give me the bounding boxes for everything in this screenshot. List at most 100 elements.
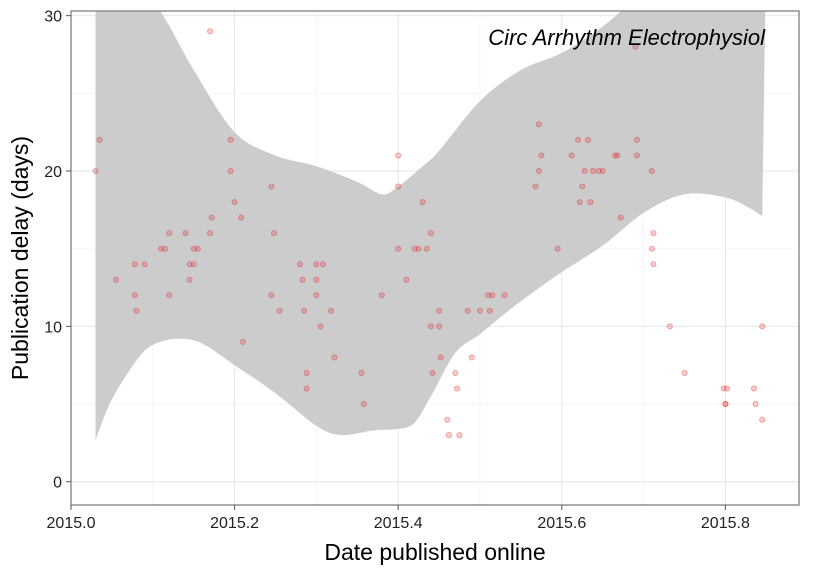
data-point (427, 323, 434, 330)
data-point (437, 354, 444, 361)
data-point (454, 385, 461, 392)
data-point (378, 292, 385, 299)
data-point (419, 199, 426, 206)
data-point (303, 369, 310, 376)
data-point (207, 28, 214, 35)
data-point (489, 292, 496, 299)
data-point (587, 199, 594, 206)
data-point (485, 292, 492, 299)
data-point (501, 292, 508, 299)
data-point (486, 307, 493, 314)
data-point (92, 167, 99, 174)
data-point (579, 183, 586, 190)
data-point (166, 230, 173, 237)
data-point (395, 183, 402, 190)
x-tick-label: 2015.8 (701, 515, 750, 532)
data-point (427, 230, 434, 237)
data-point (157, 245, 164, 252)
data-point (468, 354, 475, 361)
data-point (411, 245, 418, 252)
data-point (133, 307, 140, 314)
data-point (423, 245, 430, 252)
data-point (231, 199, 238, 206)
x-tick-label: 2015.2 (210, 515, 259, 532)
confidence-band-layer (95, 11, 766, 440)
data-point (759, 416, 766, 423)
data-point (575, 136, 582, 143)
data-point (96, 136, 103, 143)
data-point (464, 307, 471, 314)
data-point (131, 261, 138, 268)
data-point (650, 230, 657, 237)
data-point (759, 323, 766, 330)
data-point (595, 167, 602, 174)
data-point (182, 230, 189, 237)
data-point (568, 152, 575, 159)
data-point (270, 230, 277, 237)
data-point (445, 432, 452, 439)
data-point (456, 432, 463, 439)
data-point (724, 385, 731, 392)
x-tick-label: 2015.6 (537, 515, 586, 532)
axis-ticks: 2015.0 2015.2 2015.4 2015.6 2015.8 0 10 20 30 (44, 9, 750, 532)
data-point (585, 136, 592, 143)
data-point (535, 167, 542, 174)
data-points-layer (92, 28, 766, 439)
data-point (227, 167, 234, 174)
data-point (634, 152, 641, 159)
data-point (722, 400, 729, 407)
data-point (358, 369, 365, 376)
data-point (576, 199, 583, 206)
data-point (444, 416, 451, 423)
data-point (239, 338, 246, 345)
data-point (395, 245, 402, 252)
data-point (328, 307, 335, 314)
data-point (554, 245, 561, 252)
y-tick-label: 10 (44, 319, 62, 336)
data-point (268, 183, 275, 190)
x-tick-label: 2015.0 (47, 515, 96, 532)
data-point (650, 261, 657, 268)
data-point (581, 167, 588, 174)
plot-border (70, 10, 800, 506)
data-point (313, 292, 320, 299)
data-point (612, 152, 619, 159)
data-point (632, 43, 639, 50)
data-point (131, 292, 138, 299)
data-point (238, 214, 245, 221)
data-point (599, 167, 606, 174)
data-point (207, 230, 214, 237)
data-point (190, 261, 197, 268)
data-point (648, 245, 655, 252)
data-point (166, 292, 173, 299)
data-point (268, 292, 275, 299)
data-point (720, 385, 727, 392)
data-point (276, 307, 283, 314)
data-point (429, 369, 436, 376)
y-tick-label: 30 (44, 9, 62, 26)
x-axis-title: Date published online (324, 539, 545, 565)
y-tick-label: 20 (44, 164, 62, 181)
data-point (614, 152, 621, 159)
data-point (162, 245, 169, 252)
data-point (186, 276, 193, 283)
data-point (538, 152, 545, 159)
data-point (141, 261, 148, 268)
data-point (752, 400, 759, 407)
data-point (415, 245, 422, 252)
data-point (681, 369, 688, 376)
data-point (227, 136, 234, 143)
confidence-band (95, 11, 766, 440)
data-point (186, 261, 193, 268)
data-point (331, 354, 338, 361)
data-point (436, 323, 443, 330)
data-point (476, 307, 483, 314)
data-point (436, 307, 443, 314)
y-axis-title: Publication delay (days) (7, 136, 33, 380)
data-point (190, 245, 197, 252)
data-point (319, 261, 326, 268)
data-point (634, 136, 641, 143)
data-point (194, 245, 201, 252)
